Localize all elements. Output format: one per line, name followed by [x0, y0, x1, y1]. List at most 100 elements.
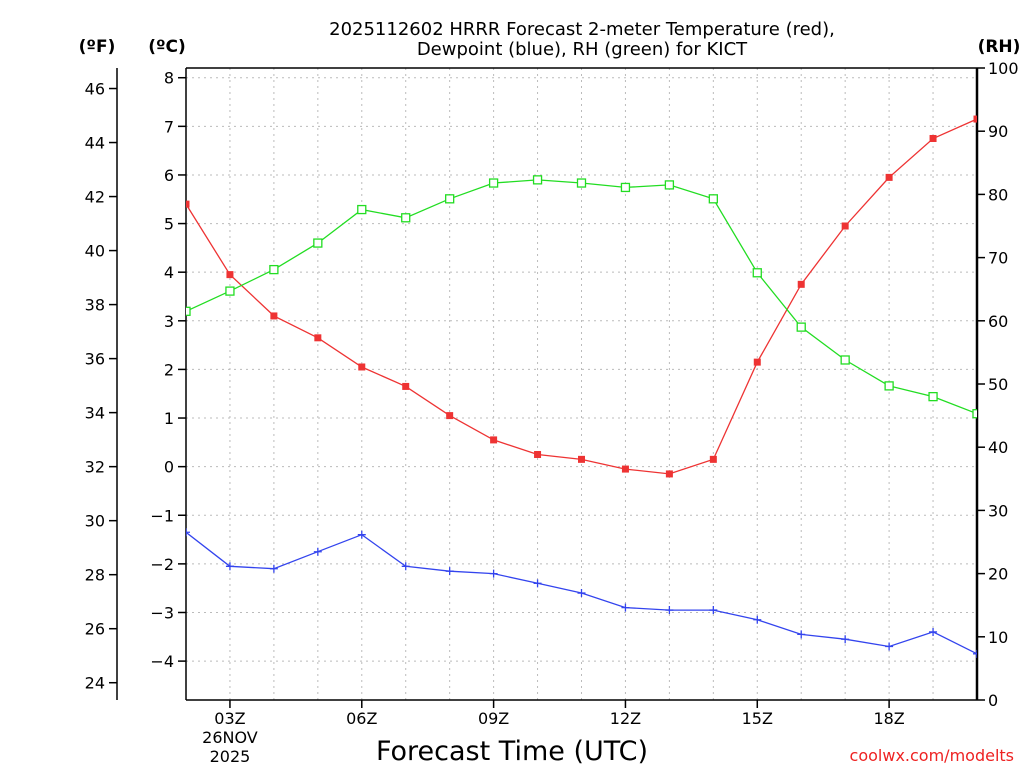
temperature-point — [186, 200, 190, 208]
rh-tick-label: 60 — [988, 312, 1008, 331]
celsius-tick-label: 8 — [164, 69, 174, 88]
celsius-tick-label: 2 — [164, 360, 174, 379]
celsius-tick-label: 0 — [164, 458, 174, 477]
rh-point — [928, 391, 938, 402]
rh-tick-label: 20 — [988, 565, 1008, 584]
temperature-point — [665, 470, 673, 478]
temperature-point — [885, 173, 893, 181]
chart-title-line-1: 2025112602 HRRR Forecast 2-meter Tempera… — [329, 19, 835, 40]
rh-point — [576, 178, 587, 188]
rh-point — [708, 194, 718, 204]
rh-tick-label: 90 — [988, 122, 1008, 141]
dewpoint-point — [709, 606, 718, 615]
fahrenheit-tick-label: 40 — [85, 242, 105, 261]
x-tick-date-label: 26NOV — [202, 728, 258, 747]
fahrenheit-tick-label: 36 — [85, 350, 105, 369]
temperature-point — [490, 436, 498, 444]
celsius-tick-label: 5 — [164, 215, 174, 234]
temperature-point — [578, 455, 585, 463]
fahrenheit-tick-label: 32 — [85, 458, 105, 477]
dewpoint-point — [445, 567, 454, 576]
x-tick-label: 09Z — [478, 709, 509, 728]
fahrenheit-tick-label: 46 — [85, 80, 105, 99]
rh-tick-label: 0 — [988, 691, 998, 710]
rh-point — [664, 180, 675, 190]
temperature-point — [402, 382, 410, 390]
dewpoint-point — [621, 603, 630, 612]
celsius-tick-label: 6 — [164, 166, 174, 185]
rh-unit-label: (RH) — [978, 37, 1021, 57]
celsius-unit-label: (ºC) — [148, 37, 186, 57]
credit-text: coolwx.com/modelts — [850, 746, 1014, 765]
temperature-point — [973, 115, 977, 123]
rh-tick-label: 30 — [988, 501, 1008, 520]
dewpoint-point — [973, 649, 977, 658]
celsius-tick-label: 4 — [164, 263, 174, 282]
fahrenheit-tick-label: 42 — [85, 188, 105, 207]
celsius-tick-label: 7 — [164, 117, 174, 136]
dewpoint-point — [797, 630, 806, 639]
rh-tick-label: 40 — [988, 438, 1008, 457]
axes-layer: −4−3−2−101234567824262830323436384042444… — [85, 59, 1019, 766]
temperature-point — [534, 450, 542, 458]
x-tick-label: 18Z — [873, 709, 904, 728]
temperature-point — [929, 134, 937, 142]
rh-point — [884, 381, 894, 391]
temperature-point — [226, 271, 234, 279]
grid-layer — [186, 68, 977, 700]
rh-point — [401, 213, 411, 223]
celsius-tick-label: 1 — [164, 409, 174, 428]
dewpoint-point — [929, 627, 938, 636]
fahrenheit-tick-label: 28 — [85, 566, 105, 585]
rh-point — [532, 175, 543, 185]
dewpoint-point — [841, 635, 850, 644]
rh-point — [488, 178, 499, 188]
rh-point — [313, 238, 323, 248]
x-tick-label: 15Z — [742, 709, 773, 728]
temperature-point — [621, 465, 629, 473]
temperature-point — [797, 280, 805, 288]
rh-tick-label: 80 — [988, 185, 1008, 204]
dewpoint-point — [753, 615, 762, 624]
celsius-tick-label: −1 — [150, 506, 174, 525]
celsius-tick-label: −3 — [150, 603, 174, 622]
fahrenheit-tick-label: 26 — [85, 620, 105, 639]
rh-point — [357, 204, 367, 215]
x-tick-label: 03Z — [214, 709, 245, 728]
dewpoint-point — [357, 530, 366, 539]
rh-point — [620, 182, 631, 193]
temperature-point — [753, 358, 761, 366]
x-axis-label: Forecast Time (UTC) — [376, 736, 648, 767]
dewpoint-point — [186, 528, 190, 537]
dewpoint-point — [401, 562, 410, 571]
rh-tick-label: 70 — [988, 249, 1008, 268]
fahrenheit-unit-label: (ºF) — [79, 37, 116, 57]
dewpoint-point — [885, 642, 894, 651]
x-tick-label: 06Z — [346, 709, 377, 728]
rh-point — [796, 322, 806, 332]
celsius-tick-label: −4 — [150, 652, 174, 671]
rh-point — [225, 286, 235, 296]
series-group — [186, 115, 977, 658]
rh-point — [840, 355, 850, 365]
temperature-point — [841, 222, 849, 230]
dewpoint-point — [489, 569, 498, 578]
x-tick-date-label: 2025 — [210, 747, 251, 766]
fahrenheit-tick-label: 34 — [85, 404, 105, 423]
celsius-tick-label: 3 — [164, 312, 174, 331]
fahrenheit-tick-label: 38 — [85, 296, 105, 315]
rh-point — [269, 264, 279, 275]
temperature-point — [314, 334, 322, 342]
chart-title-line-2: Dewpoint (blue), RH (green) for KICT — [417, 39, 748, 60]
fahrenheit-tick-label: 24 — [85, 674, 105, 693]
rh-point — [186, 306, 191, 316]
rh-tick-label: 10 — [988, 628, 1008, 647]
rh-point — [752, 268, 762, 278]
rh-point — [445, 194, 455, 204]
dewpoint-point — [665, 606, 674, 615]
dewpoint-point — [313, 547, 322, 556]
rh-tick-label: 100 — [988, 59, 1019, 78]
dewpoint-point — [225, 562, 234, 571]
